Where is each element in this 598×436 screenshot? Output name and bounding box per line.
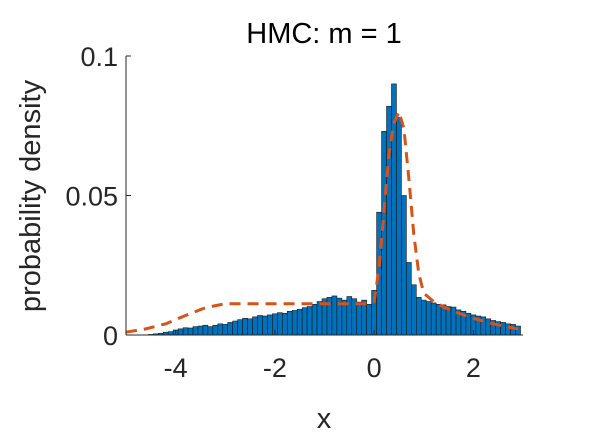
x-axis-label: x — [317, 403, 332, 435]
chart-title: HMC: m = 1 — [246, 18, 402, 50]
histogram-bar — [401, 195, 407, 336]
histogram-bar — [296, 309, 303, 336]
histogram-bar — [381, 131, 387, 336]
histogram-bar — [411, 284, 417, 336]
histogram-bar — [252, 316, 258, 336]
density-curve-line — [125, 107, 519, 334]
histogram-bar — [267, 314, 273, 336]
x-tick-label: -4 — [164, 353, 188, 383]
y-axis-ticks: 0 0.05 0.1 — [65, 42, 131, 351]
histogram-bar — [242, 317, 248, 336]
histogram-bar — [237, 319, 243, 336]
x-tick-label: -2 — [263, 353, 287, 383]
histogram-bar — [500, 322, 506, 336]
y-axis-label: probability density — [15, 79, 47, 312]
histogram-bar — [187, 327, 194, 336]
histogram-bar — [420, 299, 427, 336]
histogram-bar — [257, 315, 263, 336]
histogram-bar — [232, 320, 238, 336]
histogram-bar — [356, 301, 363, 336]
histogram-bar — [465, 312, 472, 336]
histogram-bar — [406, 262, 412, 336]
histogram-bars — [148, 83, 521, 336]
histogram-bar — [282, 312, 288, 336]
histogram-bar — [227, 322, 233, 336]
histogram-bar — [435, 304, 442, 336]
histogram-bar — [192, 326, 199, 336]
histogram-bar — [262, 315, 268, 336]
histogram-bar — [217, 323, 224, 336]
histogram-bar — [182, 327, 189, 336]
histogram-bar — [341, 299, 348, 336]
histogram-bar — [207, 326, 214, 336]
histogram-bar — [277, 312, 283, 336]
y-tick-label: 0.1 — [80, 42, 118, 72]
x-axis-ticks: -4 -2 0 2 — [164, 330, 481, 383]
histogram-bar — [416, 297, 422, 336]
histogram-bar — [212, 324, 219, 336]
histogram-bar — [301, 307, 308, 336]
x-tick-label: 2 — [466, 353, 481, 383]
histogram-bar — [202, 324, 209, 336]
histogram-bar — [311, 304, 318, 336]
histogram-bar — [331, 295, 338, 336]
histogram-bar — [247, 318, 253, 336]
y-tick-label: 0.05 — [65, 182, 118, 212]
histogram-bar — [505, 323, 511, 336]
histogram-bar — [291, 310, 298, 336]
histogram-bar — [485, 318, 492, 336]
histogram-bar — [430, 302, 437, 336]
x-tick-label: 0 — [367, 353, 382, 383]
histogram-bar — [286, 310, 293, 336]
histogram-bar — [361, 299, 367, 336]
histogram-bar — [425, 301, 432, 336]
histogram-bar — [167, 331, 174, 336]
histogram-bar — [396, 117, 402, 336]
histogram-bar — [306, 306, 313, 336]
histogram-bar — [450, 306, 457, 336]
histogram-bar — [316, 301, 323, 336]
histogram-bar — [197, 325, 204, 336]
y-tick-label: 0 — [103, 321, 118, 351]
histogram-bar — [222, 324, 229, 336]
histogram-bar — [177, 328, 184, 336]
histogram-bar — [366, 304, 372, 336]
